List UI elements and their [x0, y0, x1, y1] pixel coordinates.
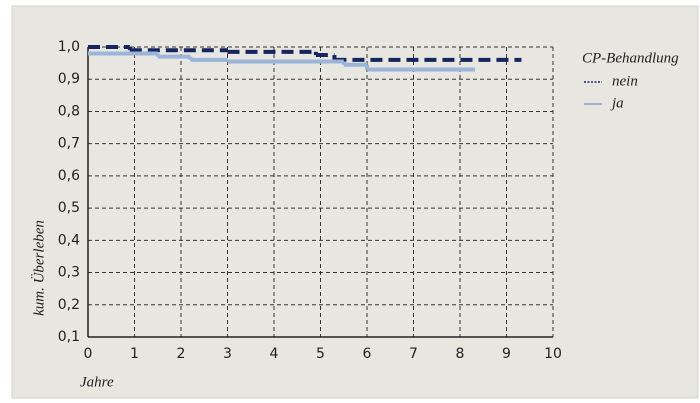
y-tick-label: 0,9 — [58, 71, 80, 87]
y-tick-label: 0,1 — [58, 329, 80, 345]
legend-label: nein — [612, 73, 638, 89]
y-tick-label: 0,8 — [58, 103, 80, 119]
y-tick-label: 0,4 — [58, 232, 80, 248]
x-tick-label: 1 — [130, 346, 139, 362]
panel — [11, 5, 699, 399]
x-tick-label: 2 — [177, 346, 186, 362]
x-tick-label: 8 — [456, 346, 465, 362]
y-tick-label: 1,0 — [58, 39, 80, 55]
y-tick-label: 0,7 — [58, 136, 80, 152]
x-tick-label: 5 — [316, 346, 325, 362]
legend-title: CP-Behandlung — [582, 50, 679, 66]
y-tick-label: 0,2 — [58, 297, 80, 313]
x-tick-label: 10 — [544, 346, 562, 362]
x-tick-label: 0 — [84, 346, 93, 362]
x-tick-label: 9 — [502, 346, 511, 362]
y-tick-label: 0,6 — [58, 168, 80, 184]
y-axis-label: kum. Überleben — [30, 220, 47, 316]
y-tick-label: 0,5 — [58, 200, 80, 216]
x-tick-label: 6 — [363, 346, 372, 362]
x-tick-label: 3 — [223, 346, 232, 362]
x-axis-label: Jahre — [80, 374, 114, 390]
x-tick-label: 4 — [270, 346, 279, 362]
legend-label: ja — [610, 95, 624, 111]
x-tick-label: 7 — [409, 346, 418, 362]
y-tick-label: 0,3 — [58, 265, 80, 281]
